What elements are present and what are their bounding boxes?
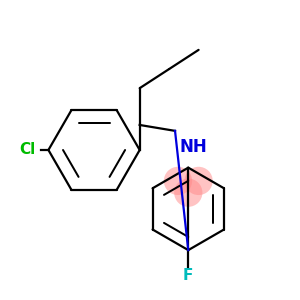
Circle shape [184, 167, 213, 195]
Text: Cl: Cl [20, 142, 36, 158]
Circle shape [164, 167, 192, 195]
Text: NH: NH [179, 138, 207, 156]
Text: F: F [183, 268, 194, 283]
Circle shape [174, 178, 203, 207]
